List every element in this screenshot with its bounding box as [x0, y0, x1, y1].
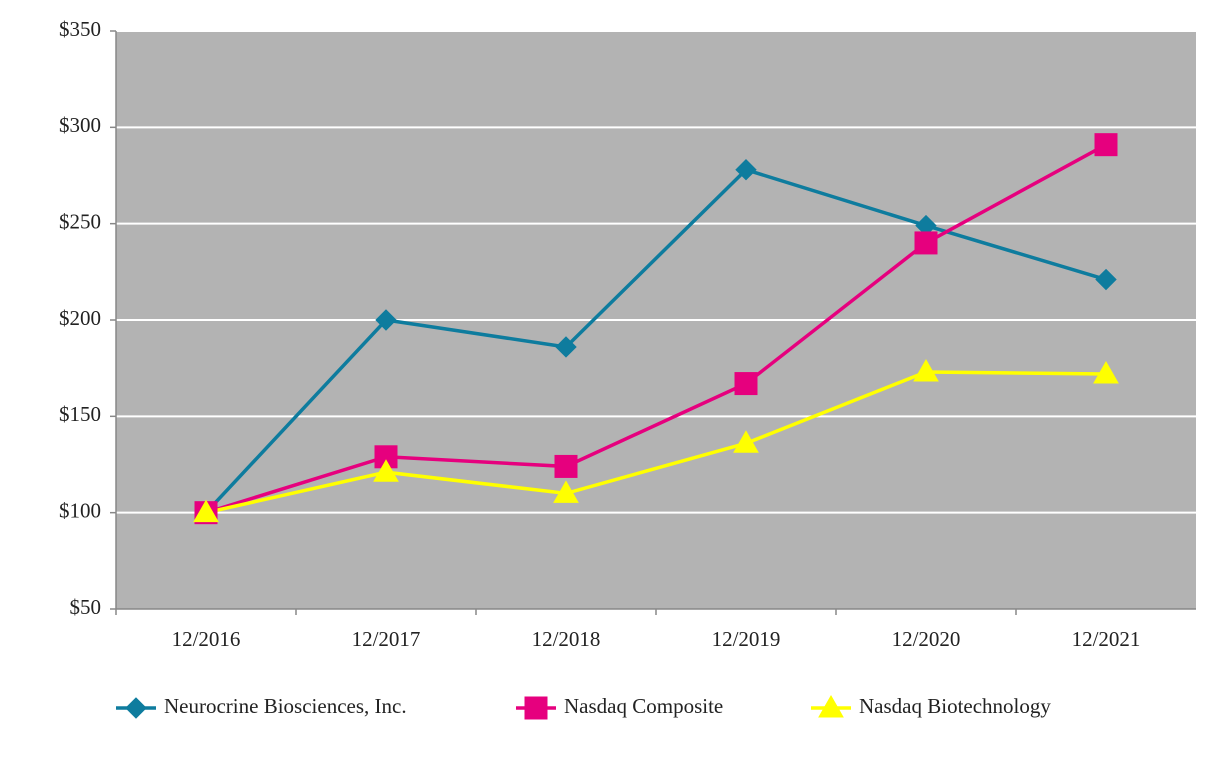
- legend-label: Neurocrine Biosciences, Inc.: [164, 694, 407, 718]
- data-point: [554, 454, 578, 478]
- y-tick-label: $150: [59, 402, 101, 426]
- data-point: [1094, 133, 1118, 157]
- data-point: [373, 459, 399, 482]
- series-line: [205, 370, 1107, 515]
- legend-label: Nasdaq Biotechnology: [859, 694, 1051, 718]
- y-tick-label: $100: [59, 498, 101, 522]
- data-point: [913, 359, 939, 382]
- x-tick-label: 12/2018: [532, 627, 601, 651]
- y-tick-label: $300: [59, 113, 101, 137]
- y-tick-label: $50: [70, 595, 102, 619]
- data-point: [375, 309, 397, 331]
- x-tick-label: 12/2017: [352, 627, 421, 651]
- data-point: [1095, 268, 1117, 291]
- legend-label: Nasdaq Composite: [564, 694, 723, 718]
- series-line: [205, 143, 1107, 515]
- series-line: [204, 167, 1107, 514]
- x-tick-label: 12/2019: [712, 627, 781, 651]
- x-tick-label: 12/2021: [1072, 627, 1141, 651]
- y-tick-label: $200: [59, 306, 101, 330]
- data-point: [1093, 360, 1119, 384]
- y-tick-label: $350: [59, 17, 101, 41]
- y-tick-label: $250: [59, 209, 101, 233]
- x-tick-label: 12/2020: [892, 627, 961, 651]
- data-point: [555, 336, 577, 358]
- legend-marker: [125, 697, 147, 719]
- data-point: [193, 499, 219, 523]
- data-point: [733, 430, 759, 453]
- x-tick-label: 12/2016: [172, 627, 241, 651]
- data-point: [914, 231, 938, 255]
- legend-marker: [524, 696, 548, 720]
- data-point: [734, 372, 758, 396]
- legend-marker: [818, 694, 844, 718]
- data-point: [735, 159, 757, 181]
- data-point: [553, 480, 579, 503]
